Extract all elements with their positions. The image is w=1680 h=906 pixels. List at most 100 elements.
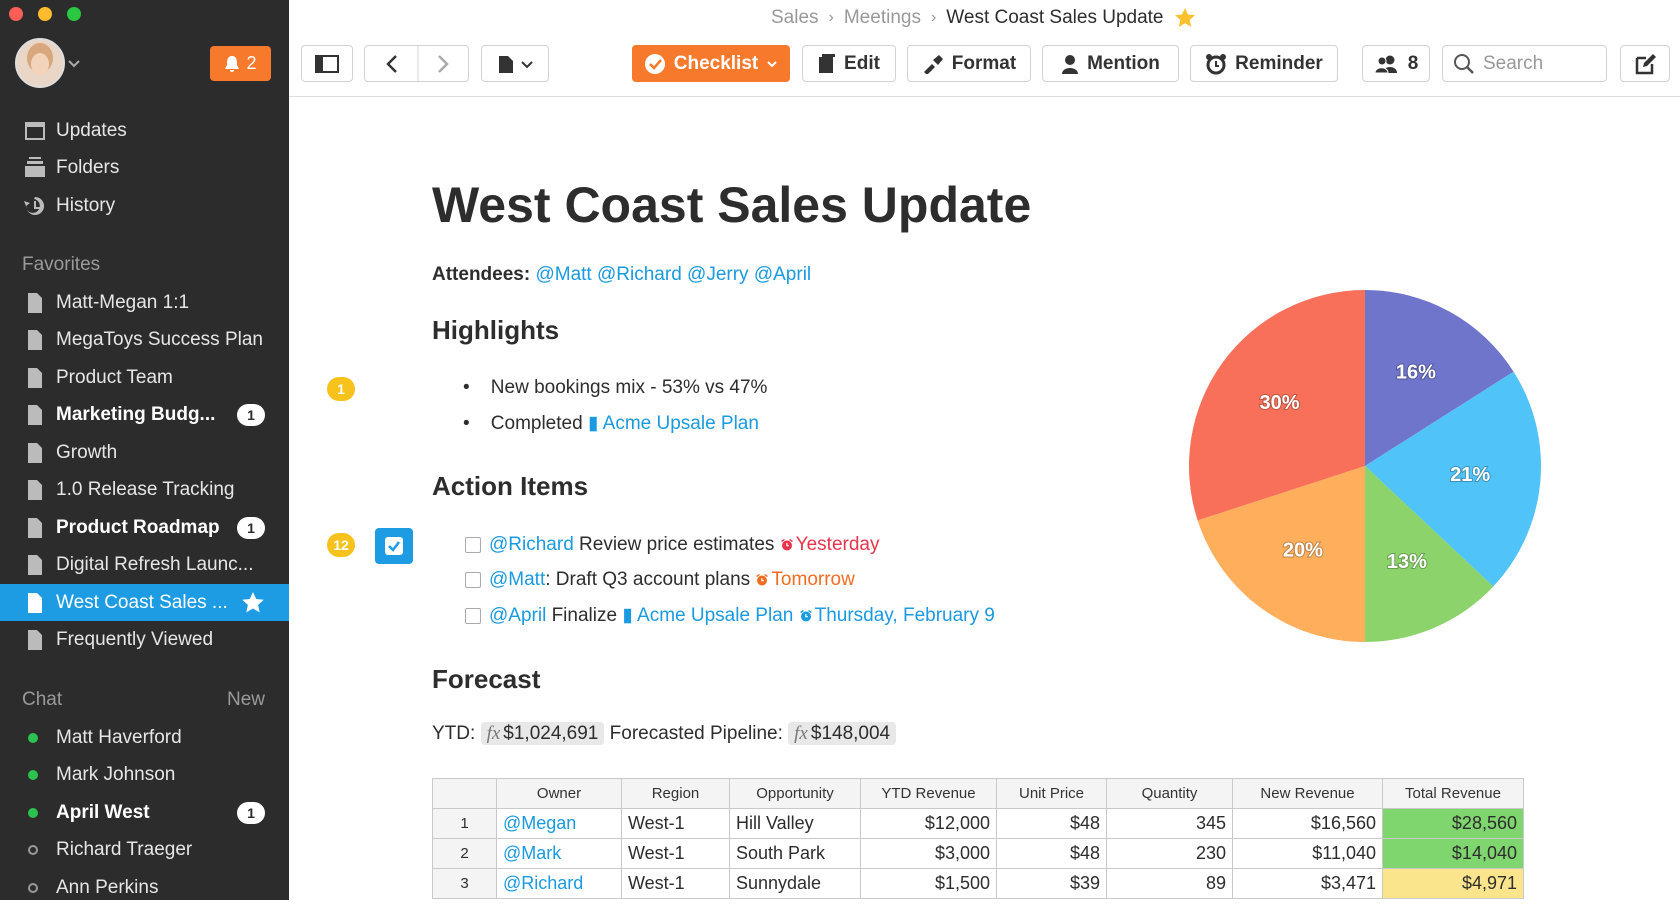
mention[interactable]: @Richard (489, 534, 574, 555)
cell-text: $14,040 (1451, 843, 1517, 863)
compose-button[interactable] (1620, 45, 1670, 82)
new-chat-button[interactable]: New (226, 689, 265, 710)
checklist-toggle[interactable] (375, 528, 413, 564)
favorite-item[interactable]: MegaToys Success Plan (0, 322, 289, 359)
document-link[interactable]: ▮ Acme Upsale Plan (622, 605, 794, 626)
formula-value[interactable]: fx $1,024,691 (480, 722, 605, 745)
zoom-button[interactable] (67, 7, 81, 21)
sidebar-toggle[interactable] (301, 45, 353, 82)
chat-item[interactable]: April West 1 (0, 794, 289, 831)
cell[interactable]: $28,560 (1382, 808, 1524, 839)
search-box[interactable]: Search (1442, 45, 1607, 82)
comment-badge[interactable]: 1 (327, 377, 355, 401)
cell[interactable]: 89 (1106, 868, 1233, 899)
cell[interactable]: Sunnydale (729, 868, 861, 899)
cell[interactable]: West-1 (621, 868, 730, 899)
breadcrumb-item[interactable]: Sales (771, 7, 819, 28)
bell-icon (225, 55, 240, 72)
checkbox[interactable] (465, 607, 481, 624)
column-header[interactable]: Unit Price (996, 778, 1107, 809)
favorite-label: Matt-Megan 1:1 (56, 291, 190, 313)
checkbox[interactable] (465, 572, 481, 588)
cell-text: 3 (460, 875, 469, 892)
mention[interactable]: @Matt (535, 264, 592, 285)
chat-item[interactable]: Ann Perkins (0, 869, 289, 906)
cell[interactable]: South Park (729, 838, 861, 869)
cell[interactable]: @Mark (496, 838, 622, 869)
cell[interactable]: $48 (996, 808, 1107, 839)
cell[interactable]: @Megan (496, 808, 622, 839)
cell[interactable]: $48 (996, 838, 1107, 869)
cell[interactable]: West-1 (621, 838, 730, 869)
nav-item[interactable]: History (0, 187, 289, 224)
mention-button[interactable]: Mention (1042, 45, 1179, 82)
cell[interactable]: West-1 (621, 808, 730, 839)
nav-item[interactable]: Updates (0, 112, 289, 149)
nav-item[interactable]: Folders (0, 150, 289, 187)
mention[interactable]: @April (753, 264, 812, 285)
column-header[interactable]: Opportunity (729, 778, 861, 809)
column-header[interactable]: Region (621, 778, 730, 809)
favorite-item[interactable]: Growth (0, 434, 289, 471)
icon-shape (780, 539, 793, 551)
action-item: @Matt: Draft Q3 account plans Tomorrow (465, 569, 855, 591)
reminder-button[interactable]: Reminder (1190, 45, 1338, 82)
favorite-item[interactable]: 1.0 Release Tracking (0, 472, 289, 509)
due-date[interactable]: Tomorrow (755, 569, 855, 591)
mention[interactable]: @April (489, 604, 547, 626)
favorite-item[interactable]: Digital Refresh Launc... (0, 547, 289, 584)
document-link[interactable]: ▮ Acme Upsale Plan (587, 413, 759, 434)
favorite-item[interactable]: West Coast Sales ... (0, 584, 289, 621)
breadcrumb-item[interactable]: Meetings (843, 7, 921, 28)
close-button[interactable] (9, 7, 23, 21)
minimize-button[interactable] (38, 7, 52, 21)
checkbox[interactable] (465, 537, 481, 553)
favorite-item[interactable]: Product Roadmap 1 (0, 509, 289, 546)
column-header[interactable]: Total Revenue (1382, 778, 1524, 809)
column-header[interactable]: YTD Revenue (860, 778, 997, 809)
mention[interactable]: @Matt (489, 569, 546, 590)
edit-button[interactable]: Edit (802, 45, 896, 82)
cell-text: 1 (460, 815, 469, 832)
favorite-star[interactable] (1174, 7, 1196, 29)
favorite-item[interactable]: Matt-Megan 1:1 (0, 284, 289, 321)
cell[interactable]: $4,971 (1382, 868, 1524, 899)
mention[interactable]: @Jerry (687, 264, 749, 285)
due-date[interactable]: Yesterday (780, 534, 879, 556)
comment-badge[interactable]: 12 (327, 533, 355, 557)
favorite-item[interactable]: Product Team (0, 359, 289, 396)
format-button[interactable]: Format (907, 45, 1031, 82)
back-button[interactable] (386, 55, 397, 73)
document-menu[interactable] (481, 45, 549, 82)
forward-button[interactable] (438, 55, 449, 73)
cell[interactable]: $11,040 (1232, 838, 1383, 869)
favorite-star[interactable] (241, 591, 265, 615)
cell[interactable]: $12,000 (860, 808, 997, 839)
cell[interactable]: 230 (1106, 838, 1233, 869)
column-header[interactable]: New Revenue (1232, 778, 1383, 809)
checklist-button[interactable]: Checklist (632, 45, 790, 82)
cell[interactable]: 345 (1106, 808, 1233, 839)
chat-item[interactable]: Richard Traeger (0, 832, 289, 869)
column-header[interactable]: Quantity (1106, 778, 1233, 809)
favorite-item[interactable]: Marketing Budg... 1 (0, 397, 289, 434)
cell[interactable]: $16,560 (1232, 808, 1383, 839)
cell-text: Sunnydale (736, 873, 822, 893)
cell[interactable]: $3,471 (1232, 868, 1383, 899)
notifications-button[interactable]: 2 (210, 46, 271, 81)
favorite-item[interactable]: Frequently Viewed (0, 622, 289, 659)
cell[interactable]: Hill Valley (729, 808, 861, 839)
mention[interactable]: @Richard (597, 264, 682, 285)
cell[interactable]: $1,500 (860, 868, 997, 899)
chat-item[interactable]: Matt Haverford (0, 719, 289, 756)
formula-value[interactable]: fx $148,004 (788, 722, 897, 745)
column-header[interactable]: Owner (496, 778, 622, 809)
cell[interactable]: $3,000 (860, 838, 997, 869)
cell-text: 345 (1195, 813, 1226, 833)
due-date[interactable]: Thursday, February 9 (799, 605, 995, 627)
cell[interactable]: @Richard (496, 868, 622, 899)
members-button[interactable]: 8 (1362, 45, 1430, 82)
chat-item[interactable]: Mark Johnson (0, 757, 289, 794)
cell[interactable]: $39 (996, 868, 1107, 899)
cell[interactable]: $14,040 (1382, 838, 1524, 869)
